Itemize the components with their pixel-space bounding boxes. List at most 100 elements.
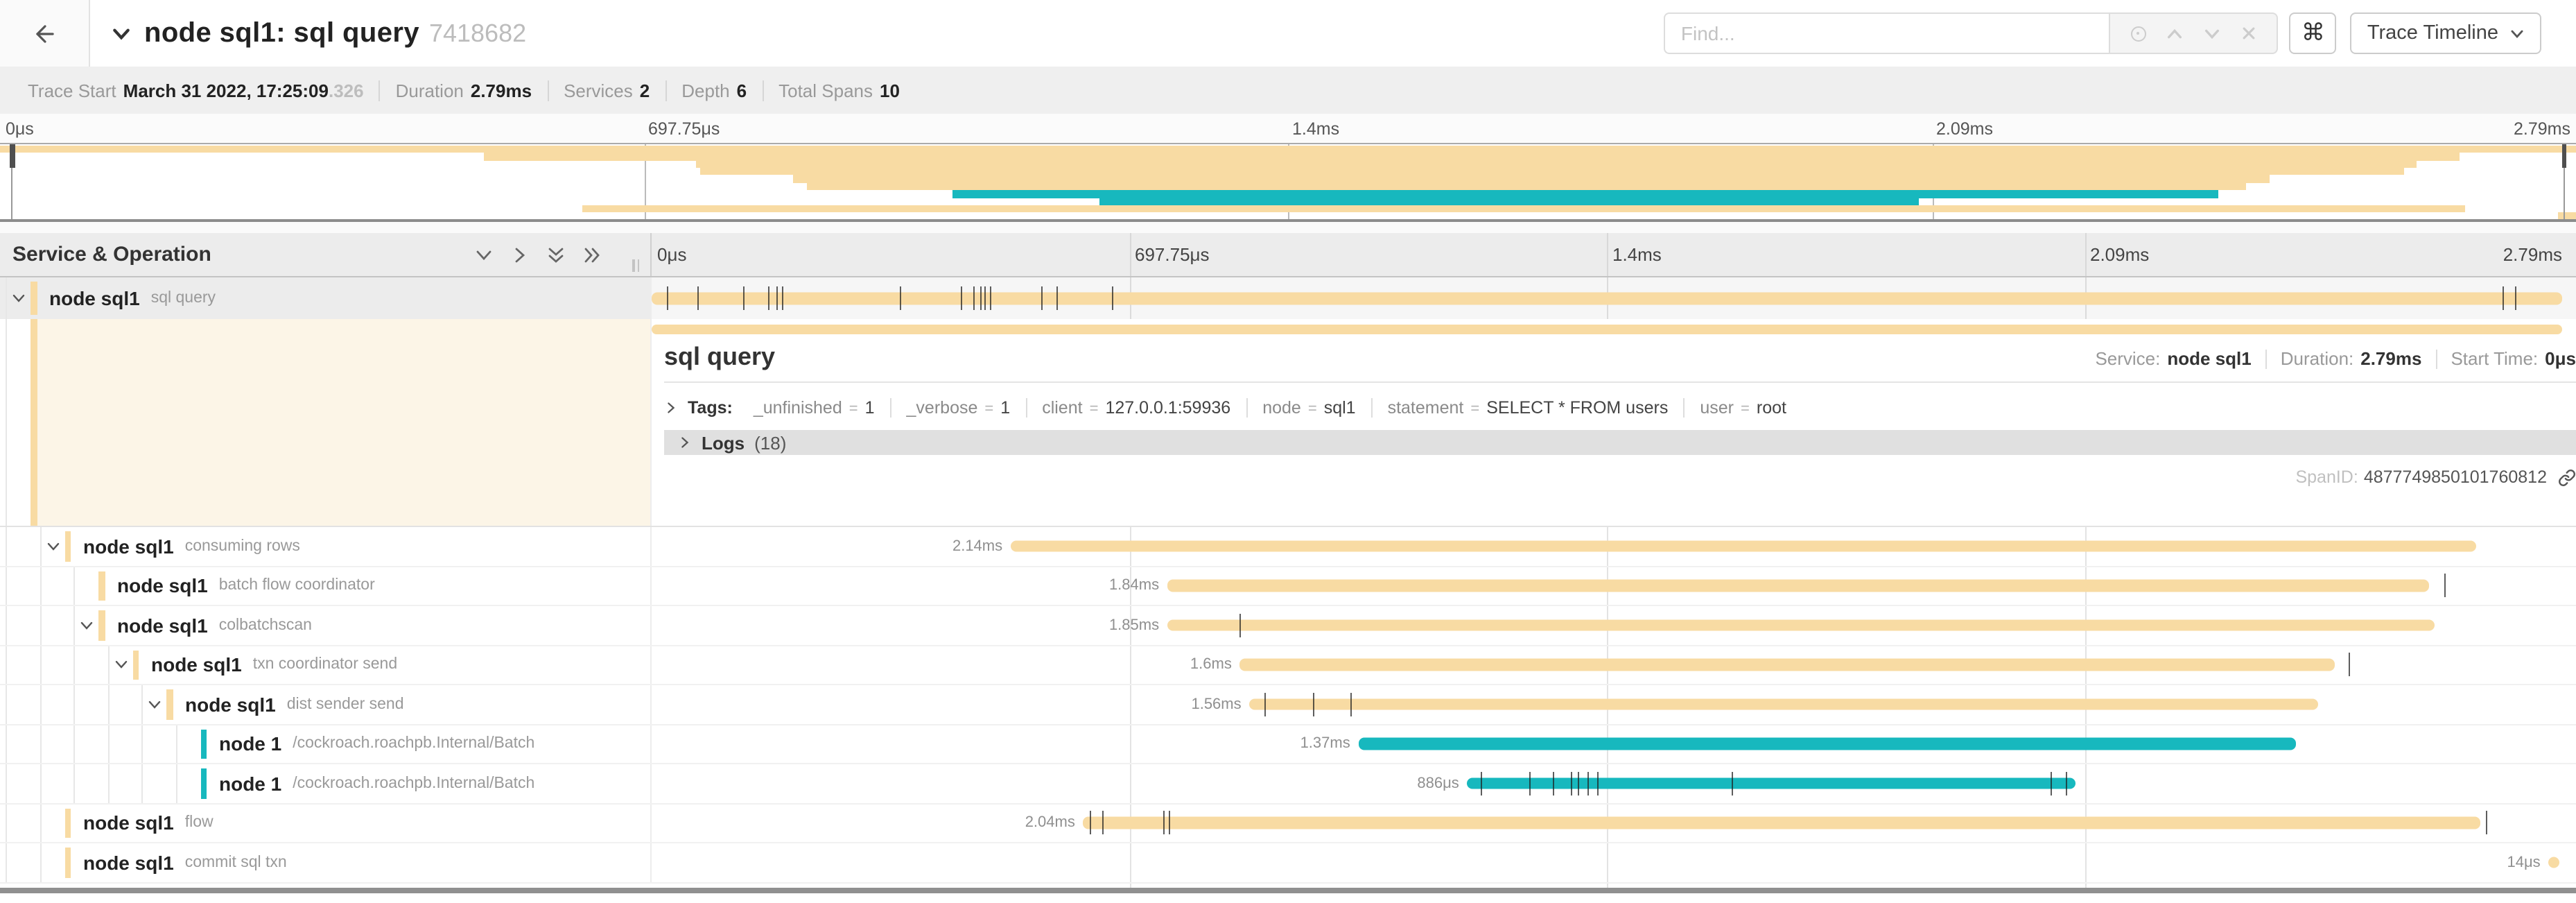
span-row[interactable]: node sql1colbatchscan1.85ms (0, 606, 2576, 646)
trace-view-selector[interactable]: Trace Timeline (2351, 12, 2541, 54)
page-title: node sql1: sql query (144, 17, 419, 49)
tag-item: user=root (1683, 398, 1802, 418)
span-timeline-cell[interactable]: 1.85ms (652, 606, 2576, 644)
ruler-tick: 0μs (6, 119, 34, 139)
span-timeline-cell[interactable]: 2.04ms (652, 804, 2576, 842)
service-name: node sql1 (83, 852, 174, 874)
trace-start: Trace Start March 31 2022, 17:25:09.326 (12, 80, 379, 101)
span-row[interactable]: node 1/cockroach.roachpb.Internal/Batch1… (0, 725, 2576, 764)
span-row[interactable]: node sql1dist sender send1.56ms (0, 685, 2576, 725)
span-bar[interactable] (1359, 738, 2297, 750)
timeline-tick-label: 0μs (657, 244, 686, 265)
span-name-cell[interactable]: node sql1dist sender send (0, 685, 652, 723)
span-color-accent (166, 689, 173, 719)
operation-name: /cockroach.roachpb.Internal/Batch (293, 736, 534, 752)
span-timeline-cell[interactable]: 1.84ms (652, 567, 2576, 605)
span-row[interactable]: node sql1commit sql txn14μs (0, 843, 2576, 883)
tag-equals: = (849, 401, 858, 418)
log-marker (1529, 772, 1530, 796)
chevron-down-icon[interactable] (113, 657, 128, 673)
log-marker (900, 286, 901, 310)
service-operation-header: Service & Operation (0, 233, 652, 276)
next-match-icon[interactable] (2203, 24, 2221, 42)
collapse-all-icon[interactable] (546, 245, 566, 264)
collapse-one-icon[interactable] (474, 245, 494, 264)
back-button[interactable] (0, 0, 90, 67)
logs-label: Logs (702, 432, 745, 453)
logs-row[interactable]: Logs (18) (664, 430, 2576, 455)
span-name-cell[interactable]: node sql1consuming rows (0, 527, 652, 565)
indent-guide (73, 764, 75, 802)
span-row[interactable]: node sql1consuming rows2.14ms (0, 527, 2576, 567)
span-timeline-cell[interactable]: 886μs (652, 764, 2576, 802)
span-bar[interactable] (1468, 777, 2075, 789)
span-name-cell[interactable]: node sql1commit sql txn (0, 843, 652, 882)
span-rows: node sql1sql query sql query Service:nod… (0, 277, 2576, 903)
span-name-cell[interactable]: node sql1batch flow coordinator (0, 567, 652, 605)
span-timeline-cell[interactable]: 1.6ms (652, 646, 2576, 684)
span-row[interactable]: node sql1txn coordinator send1.6ms (0, 646, 2576, 685)
keyboard-shortcuts-button[interactable]: ⌘ (2290, 12, 2337, 54)
tags-row[interactable]: Tags: _unfinished=1_verbose=1client=127.… (664, 398, 2576, 418)
chevron-down-icon[interactable] (11, 291, 26, 306)
service-name: node sql1 (117, 614, 208, 637)
prev-match-icon[interactable] (2166, 24, 2184, 42)
span-name-cell[interactable]: node 1/cockroach.roachpb.Internal/Batch (0, 764, 652, 802)
span-bar[interactable] (2549, 857, 2559, 868)
span-row[interactable]: node sql1flow2.04ms (0, 804, 2576, 843)
locate-icon[interactable] (2130, 26, 2146, 41)
tag-item: node=sql1 (1246, 398, 1370, 418)
find-input[interactable] (1664, 12, 2109, 54)
minimap-span-strip (582, 205, 2465, 213)
log-marker (1351, 693, 1352, 716)
log-marker (1571, 772, 1572, 796)
span-timeline-cell[interactable]: 14μs (652, 843, 2576, 882)
chevron-down-icon[interactable] (79, 618, 94, 633)
span-bar[interactable] (1167, 580, 2428, 592)
trace-summary-bar: Trace Start March 31 2022, 17:25:09.326 … (0, 67, 2576, 114)
expand-all-icon[interactable] (582, 245, 602, 264)
chevron-down-icon[interactable] (111, 23, 132, 44)
span-name-cell[interactable]: node sql1colbatchscan (0, 606, 652, 644)
operation-name: sql query (151, 290, 216, 307)
minimap-span-strip (953, 190, 2218, 198)
span-row[interactable]: node 1/cockroach.roachpb.Internal/Batch8… (0, 764, 2576, 804)
log-marker (1265, 693, 1267, 716)
span-detail-bar[interactable] (652, 324, 2562, 334)
span-timeline-cell[interactable]: 2.14ms (652, 527, 2576, 565)
tag-value: sql1 (1324, 398, 1356, 418)
log-marker (768, 286, 769, 310)
span-row[interactable]: node sql1batch flow coordinator1.84ms (0, 567, 2576, 606)
span-name-cell[interactable]: node sql1sql query (0, 277, 652, 319)
span-name-cell[interactable]: node sql1flow (0, 804, 652, 842)
span-bar[interactable] (1011, 540, 2476, 552)
span-name-cell[interactable]: node 1/cockroach.roachpb.Internal/Batch (0, 725, 652, 763)
span-name-cell[interactable]: node sql1txn coordinator send (0, 646, 652, 684)
link-icon[interactable] (2558, 468, 2576, 486)
chevron-down-icon[interactable] (147, 697, 162, 712)
span-color-accent (132, 650, 139, 680)
span-timeline-cell[interactable]: 1.37ms (652, 725, 2576, 763)
span-timeline-cell[interactable]: 1.56ms (652, 685, 2576, 723)
trace-minimap[interactable] (0, 143, 2576, 222)
span-timeline-cell[interactable] (652, 277, 2576, 319)
column-resize-handle[interactable] (632, 259, 639, 272)
span-row[interactable]: node sql1sql query (0, 277, 2576, 319)
logs-count: (18) (754, 432, 786, 453)
span-detail-left (0, 319, 652, 526)
indent-guide (73, 725, 75, 763)
span-bar[interactable] (1240, 659, 2335, 671)
span-bar[interactable] (652, 293, 2562, 304)
span-bar[interactable] (1250, 698, 2318, 710)
span-bar[interactable] (1084, 817, 2480, 829)
range-scrubber-right-handle[interactable] (2561, 144, 2566, 168)
trace-start-value: March 31 2022, 17:25:09 (123, 80, 329, 101)
range-scrubber-left-handle[interactable] (10, 144, 15, 168)
span-bar[interactable] (1167, 619, 2434, 631)
expand-one-icon[interactable] (510, 245, 530, 264)
chevron-down-icon[interactable] (45, 539, 60, 554)
clear-find-icon[interactable] (2240, 25, 2257, 42)
log-marker (1597, 772, 1599, 796)
horizontal-scrollbar[interactable] (0, 888, 2576, 893)
tags-label: Tags: (688, 398, 733, 418)
